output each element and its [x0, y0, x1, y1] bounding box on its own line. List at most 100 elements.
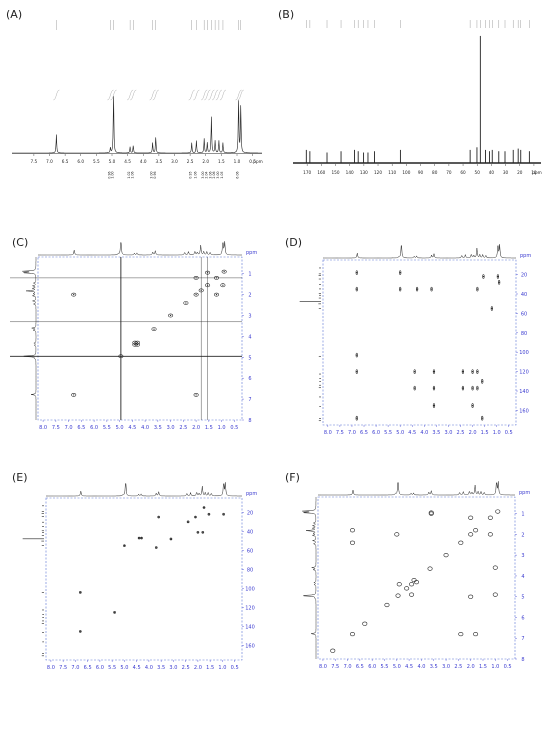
integral-value: 3.00: [150, 171, 154, 178]
integral-curve: [127, 89, 134, 101]
plot-frame: [37, 256, 243, 421]
cross-peak-core: [471, 371, 474, 373]
tick-label: 7.0: [344, 664, 352, 670]
tick-label: 1.5: [218, 159, 225, 164]
plot-frame: [317, 496, 516, 660]
axis-label: ppm: [253, 159, 262, 164]
panel-b-spectrum: 170 160 150 140 130 120 110 100 90 80 70 60 50 40 30 20…: [293, 20, 542, 175]
tick-label: 8: [521, 657, 524, 663]
tick-label: 40: [489, 170, 495, 175]
panel-2d-D: 8.0 7.5 7.0 6.5 6.0 5.5 5.0 4.5 4.0 3.5 3.0 2.5 2.0 1…: [299, 244, 531, 436]
integral-curve: [212, 89, 219, 101]
tick-label: 6.0: [90, 425, 98, 431]
tick-label: 7.0: [348, 430, 356, 436]
panel-b-x-axis: 170 160 150 140 130 120 110 100 90 80 70 60 50 40 30 20…: [303, 164, 542, 175]
cross-peak-core: [414, 387, 416, 389]
tick-label: 20: [517, 170, 523, 175]
cross-peaks: [330, 509, 501, 653]
tick-label: 8.0: [39, 425, 47, 431]
cross-peak: [71, 393, 77, 397]
cross-peak: [186, 520, 190, 524]
cross-peak: [168, 313, 174, 318]
axis-label: ppm: [246, 250, 257, 256]
integral-curve: [110, 89, 117, 101]
tick-label: 4.0: [141, 425, 149, 431]
cross-peak: [432, 385, 436, 391]
tick-label: 0.5: [505, 430, 513, 436]
spectrum-line: [12, 96, 262, 154]
tick-label: 4.5: [133, 665, 141, 671]
left-projection: [22, 505, 44, 657]
tick-label: 90: [418, 170, 424, 175]
cross-peak: [413, 580, 419, 585]
cross-peak: [432, 369, 436, 374]
cross-peak-core: [222, 284, 224, 286]
tick-label: 1: [521, 512, 524, 518]
cross-peak: [134, 342, 140, 347]
cross-peak: [481, 415, 484, 421]
cross-peak: [490, 306, 493, 311]
cross-peak: [157, 515, 160, 519]
tick-label: 7.0: [65, 425, 73, 431]
cross-peak: [487, 532, 493, 537]
cross-peak: [140, 536, 143, 540]
cross-peak: [330, 648, 336, 653]
cosy-guide-lines: [10, 257, 242, 420]
cross-peak-core: [203, 506, 205, 509]
tick-label: 100: [402, 170, 410, 175]
integral-curve: [235, 89, 242, 101]
cross-peak: [154, 546, 158, 549]
tick-label: 7.5: [331, 664, 339, 670]
cross-peak-core: [202, 531, 204, 533]
integral-curve: [53, 89, 60, 101]
cross-peak-core: [197, 531, 199, 533]
tick-label: 2: [248, 293, 251, 299]
cross-peak: [476, 385, 479, 391]
cross-peak-core: [136, 344, 139, 346]
plot-frame: [322, 259, 517, 426]
cross-peak-core: [215, 294, 218, 296]
tick-label: 6.0: [77, 159, 84, 164]
integral-value: 3.00: [216, 171, 220, 178]
cross-peak-core: [194, 516, 197, 518]
cross-peak-core: [356, 354, 358, 356]
cross-peaks: [79, 506, 225, 633]
tick-label: 100: [245, 587, 255, 593]
tick-label: 4.5: [124, 159, 131, 164]
integral-curve: [149, 89, 156, 101]
cross-peaks: [71, 269, 227, 397]
cross-peaks: [355, 270, 501, 421]
tick-label: 5.5: [381, 664, 389, 670]
panel-2d-C: 8.0 7.5 7.0 6.5 6.0 5.5 5.0 4.5 4.0 3.5 3.0 2.5 2.0 1…: [10, 241, 257, 431]
cross-peak: [355, 415, 358, 421]
cross-peak-core: [497, 275, 499, 278]
x-axis: 8.0 7.5 7.0 6.5 6.0 5.5 5.0 4.5 4.0 3.5 3.0 2.5 2.0 1…: [47, 660, 239, 671]
tick-label: 5.5: [93, 159, 100, 164]
integral-value: 3.00: [201, 171, 205, 178]
left-projection-line: [22, 257, 37, 420]
tick-label: 80: [521, 331, 527, 337]
tick-label: 1.0: [218, 665, 226, 671]
cross-peak: [430, 286, 433, 292]
cross-peak: [196, 531, 200, 534]
cross-peak: [481, 379, 484, 384]
panel-label: (C): [12, 236, 28, 249]
cross-peak-core: [462, 387, 464, 389]
tick-label: 20: [521, 273, 527, 279]
cross-peak: [207, 512, 211, 516]
cross-peak-core: [430, 288, 433, 290]
tick-label: 3.0: [442, 664, 450, 670]
cross-peak-core: [170, 538, 172, 540]
tick-label: 60: [521, 311, 527, 317]
cross-peak-core: [462, 371, 464, 373]
cross-peak: [487, 515, 493, 520]
x-axis: 8.0 7.5 7.0 6.5 6.0 5.5 5.0 4.5 4.0 3.5 3.0 2.5 2.0 1…: [39, 420, 238, 431]
y-axis: ppm 20 40 60 80 100 120 140 160: [516, 253, 531, 414]
integral-curve: [219, 89, 227, 101]
panel-label: (F): [285, 471, 300, 484]
cross-peak-core: [491, 307, 493, 310]
tick-label: 5.0: [116, 425, 124, 431]
cross-peak-core: [433, 404, 435, 407]
tick-label: 140: [346, 170, 354, 175]
